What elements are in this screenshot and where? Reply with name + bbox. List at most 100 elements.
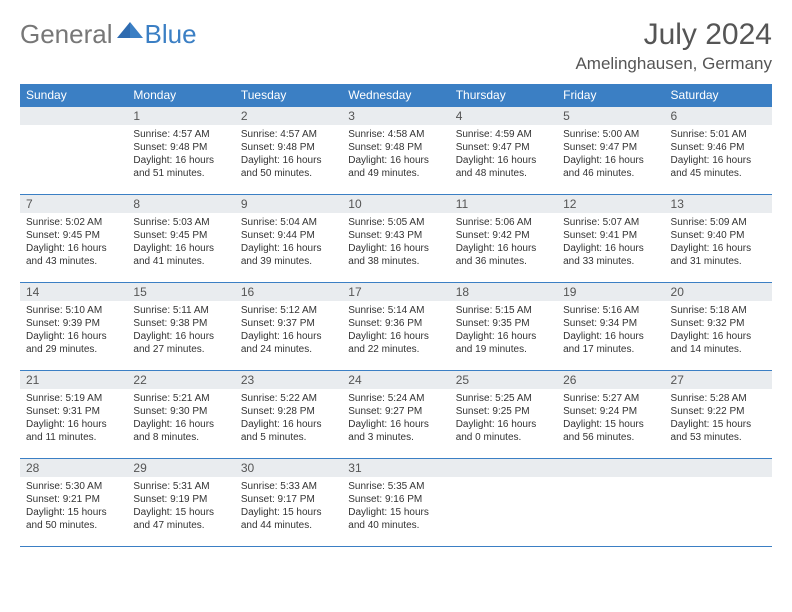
day-details: Sunrise: 5:22 AMSunset: 9:28 PMDaylight:…	[235, 389, 342, 448]
day-number: 6	[665, 107, 772, 125]
logo-text-blue: Blue	[145, 19, 197, 50]
day-number: 2	[235, 107, 342, 125]
calendar-cell	[557, 459, 664, 547]
day-number-empty	[665, 459, 772, 477]
day-number: 23	[235, 371, 342, 389]
calendar-cell: 21Sunrise: 5:19 AMSunset: 9:31 PMDayligh…	[20, 371, 127, 459]
day-details: Sunrise: 4:57 AMSunset: 9:48 PMDaylight:…	[235, 125, 342, 184]
calendar-cell	[20, 107, 127, 195]
day-number: 9	[235, 195, 342, 213]
calendar-cell: 16Sunrise: 5:12 AMSunset: 9:37 PMDayligh…	[235, 283, 342, 371]
day-number: 17	[342, 283, 449, 301]
day-number-empty	[557, 459, 664, 477]
day-number: 21	[20, 371, 127, 389]
day-details: Sunrise: 4:59 AMSunset: 9:47 PMDaylight:…	[450, 125, 557, 184]
day-details: Sunrise: 5:10 AMSunset: 9:39 PMDaylight:…	[20, 301, 127, 360]
calendar-cell	[450, 459, 557, 547]
calendar-cell: 23Sunrise: 5:22 AMSunset: 9:28 PMDayligh…	[235, 371, 342, 459]
day-details: Sunrise: 4:57 AMSunset: 9:48 PMDaylight:…	[127, 125, 234, 184]
calendar-cell: 1Sunrise: 4:57 AMSunset: 9:48 PMDaylight…	[127, 107, 234, 195]
day-details: Sunrise: 5:19 AMSunset: 9:31 PMDaylight:…	[20, 389, 127, 448]
day-details: Sunrise: 5:09 AMSunset: 9:40 PMDaylight:…	[665, 213, 772, 272]
logo-text-general: General	[20, 19, 113, 50]
weekday-header: Saturday	[665, 84, 772, 107]
day-number: 3	[342, 107, 449, 125]
calendar-cell: 19Sunrise: 5:16 AMSunset: 9:34 PMDayligh…	[557, 283, 664, 371]
day-details: Sunrise: 5:18 AMSunset: 9:32 PMDaylight:…	[665, 301, 772, 360]
calendar-cell	[665, 459, 772, 547]
day-number-empty	[450, 459, 557, 477]
day-number: 25	[450, 371, 557, 389]
day-number: 8	[127, 195, 234, 213]
day-details: Sunrise: 5:27 AMSunset: 9:24 PMDaylight:…	[557, 389, 664, 448]
day-number: 26	[557, 371, 664, 389]
weekday-header: Sunday	[20, 84, 127, 107]
day-details: Sunrise: 5:35 AMSunset: 9:16 PMDaylight:…	[342, 477, 449, 536]
day-number: 12	[557, 195, 664, 213]
calendar-cell: 3Sunrise: 4:58 AMSunset: 9:48 PMDaylight…	[342, 107, 449, 195]
calendar-cell: 26Sunrise: 5:27 AMSunset: 9:24 PMDayligh…	[557, 371, 664, 459]
calendar-cell: 14Sunrise: 5:10 AMSunset: 9:39 PMDayligh…	[20, 283, 127, 371]
day-details: Sunrise: 5:14 AMSunset: 9:36 PMDaylight:…	[342, 301, 449, 360]
day-number: 15	[127, 283, 234, 301]
day-details: Sunrise: 5:25 AMSunset: 9:25 PMDaylight:…	[450, 389, 557, 448]
calendar-row: 1Sunrise: 4:57 AMSunset: 9:48 PMDaylight…	[20, 107, 772, 195]
day-number: 22	[127, 371, 234, 389]
day-details: Sunrise: 5:21 AMSunset: 9:30 PMDaylight:…	[127, 389, 234, 448]
day-details: Sunrise: 5:12 AMSunset: 9:37 PMDaylight:…	[235, 301, 342, 360]
calendar-cell: 5Sunrise: 5:00 AMSunset: 9:47 PMDaylight…	[557, 107, 664, 195]
day-details: Sunrise: 5:01 AMSunset: 9:46 PMDaylight:…	[665, 125, 772, 184]
title-block: July 2024 Amelinghausen, Germany	[575, 18, 772, 74]
calendar-cell: 10Sunrise: 5:05 AMSunset: 9:43 PMDayligh…	[342, 195, 449, 283]
day-number: 24	[342, 371, 449, 389]
calendar-cell: 27Sunrise: 5:28 AMSunset: 9:22 PMDayligh…	[665, 371, 772, 459]
logo: General Blue	[20, 18, 197, 51]
day-details: Sunrise: 5:28 AMSunset: 9:22 PMDaylight:…	[665, 389, 772, 448]
day-number: 28	[20, 459, 127, 477]
calendar-cell: 17Sunrise: 5:14 AMSunset: 9:36 PMDayligh…	[342, 283, 449, 371]
day-number: 14	[20, 283, 127, 301]
day-number: 5	[557, 107, 664, 125]
calendar-cell: 29Sunrise: 5:31 AMSunset: 9:19 PMDayligh…	[127, 459, 234, 547]
day-details: Sunrise: 5:00 AMSunset: 9:47 PMDaylight:…	[557, 125, 664, 184]
weekday-header-row: SundayMondayTuesdayWednesdayThursdayFrid…	[20, 84, 772, 107]
calendar-cell: 15Sunrise: 5:11 AMSunset: 9:38 PMDayligh…	[127, 283, 234, 371]
day-number: 20	[665, 283, 772, 301]
header: General Blue July 2024 Amelinghausen, Ge…	[20, 18, 772, 74]
day-details: Sunrise: 4:58 AMSunset: 9:48 PMDaylight:…	[342, 125, 449, 184]
day-details: Sunrise: 5:31 AMSunset: 9:19 PMDaylight:…	[127, 477, 234, 536]
calendar-row: 21Sunrise: 5:19 AMSunset: 9:31 PMDayligh…	[20, 371, 772, 459]
calendar-row: 28Sunrise: 5:30 AMSunset: 9:21 PMDayligh…	[20, 459, 772, 547]
day-number-empty	[20, 107, 127, 125]
day-number: 30	[235, 459, 342, 477]
day-details: Sunrise: 5:04 AMSunset: 9:44 PMDaylight:…	[235, 213, 342, 272]
calendar-cell: 4Sunrise: 4:59 AMSunset: 9:47 PMDaylight…	[450, 107, 557, 195]
day-details: Sunrise: 5:06 AMSunset: 9:42 PMDaylight:…	[450, 213, 557, 272]
calendar-cell: 13Sunrise: 5:09 AMSunset: 9:40 PMDayligh…	[665, 195, 772, 283]
calendar-cell: 28Sunrise: 5:30 AMSunset: 9:21 PMDayligh…	[20, 459, 127, 547]
day-number: 1	[127, 107, 234, 125]
calendar-cell: 8Sunrise: 5:03 AMSunset: 9:45 PMDaylight…	[127, 195, 234, 283]
calendar-cell: 31Sunrise: 5:35 AMSunset: 9:16 PMDayligh…	[342, 459, 449, 547]
calendar-cell: 25Sunrise: 5:25 AMSunset: 9:25 PMDayligh…	[450, 371, 557, 459]
calendar-cell: 22Sunrise: 5:21 AMSunset: 9:30 PMDayligh…	[127, 371, 234, 459]
day-details: Sunrise: 5:33 AMSunset: 9:17 PMDaylight:…	[235, 477, 342, 536]
day-details: Sunrise: 5:07 AMSunset: 9:41 PMDaylight:…	[557, 213, 664, 272]
month-title: July 2024	[575, 18, 772, 52]
calendar-row: 14Sunrise: 5:10 AMSunset: 9:39 PMDayligh…	[20, 283, 772, 371]
day-number: 13	[665, 195, 772, 213]
day-number: 31	[342, 459, 449, 477]
calendar-cell: 20Sunrise: 5:18 AMSunset: 9:32 PMDayligh…	[665, 283, 772, 371]
calendar-cell: 6Sunrise: 5:01 AMSunset: 9:46 PMDaylight…	[665, 107, 772, 195]
calendar-body: 1Sunrise: 4:57 AMSunset: 9:48 PMDaylight…	[20, 107, 772, 547]
day-details: Sunrise: 5:11 AMSunset: 9:38 PMDaylight:…	[127, 301, 234, 360]
day-details: Sunrise: 5:05 AMSunset: 9:43 PMDaylight:…	[342, 213, 449, 272]
logo-icon	[115, 18, 143, 51]
day-number: 19	[557, 283, 664, 301]
day-details: Sunrise: 5:30 AMSunset: 9:21 PMDaylight:…	[20, 477, 127, 536]
calendar-cell: 12Sunrise: 5:07 AMSunset: 9:41 PMDayligh…	[557, 195, 664, 283]
day-number: 29	[127, 459, 234, 477]
calendar-cell: 24Sunrise: 5:24 AMSunset: 9:27 PMDayligh…	[342, 371, 449, 459]
day-number: 7	[20, 195, 127, 213]
day-details: Sunrise: 5:15 AMSunset: 9:35 PMDaylight:…	[450, 301, 557, 360]
